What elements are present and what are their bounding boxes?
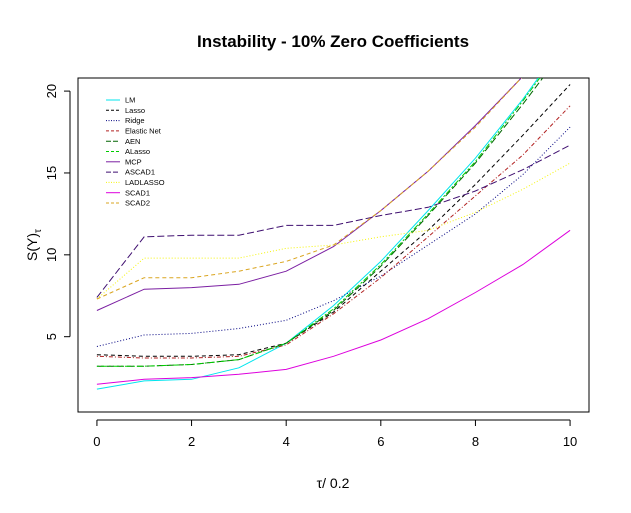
series-line bbox=[96, 78, 522, 311]
legend-label: Lasso bbox=[125, 106, 145, 115]
x-tick-label: 4 bbox=[283, 434, 290, 449]
y-axis-label-main: S(Y) bbox=[24, 233, 40, 261]
series-line bbox=[96, 78, 544, 367]
x-tick-label: 0 bbox=[93, 434, 100, 449]
series-line bbox=[96, 105, 571, 359]
y-axis: 5 10 15 20 bbox=[44, 84, 71, 340]
legend-label: ASCAD1 bbox=[125, 168, 155, 177]
y-axis-label-sub: τ bbox=[33, 229, 44, 233]
x-tick-label: 10 bbox=[563, 434, 577, 449]
series-mcp bbox=[96, 78, 522, 311]
series-ascad1 bbox=[96, 144, 571, 298]
x-tick-label: 2 bbox=[188, 434, 195, 449]
legend-label: Elastic Net bbox=[125, 127, 162, 136]
series-alasso bbox=[96, 78, 541, 367]
legend-label: Ridge bbox=[125, 116, 145, 125]
y-tick-label: 20 bbox=[44, 84, 59, 98]
series-elastic-net bbox=[96, 105, 571, 359]
legend-label: AEN bbox=[125, 137, 140, 146]
series-line bbox=[96, 229, 571, 385]
legend-label: ALasso bbox=[125, 147, 150, 156]
series-line bbox=[96, 78, 539, 390]
y-tick-label: 5 bbox=[44, 333, 59, 340]
legend-label: LM bbox=[125, 96, 135, 105]
series-scad1 bbox=[96, 229, 571, 385]
series-line bbox=[96, 84, 571, 357]
chart-title: Instability - 10% Zero Coefficients bbox=[197, 32, 469, 51]
y-axis-label: S(Y)τ bbox=[24, 229, 44, 261]
series-group bbox=[96, 78, 571, 390]
series-scad2 bbox=[96, 78, 522, 300]
series-ladlasso bbox=[96, 162, 571, 300]
plot-frame bbox=[77, 77, 590, 413]
series-line bbox=[96, 144, 571, 298]
legend-label: SCAD2 bbox=[125, 199, 150, 208]
x-axis-label: τ/ 0.2 bbox=[317, 475, 350, 491]
legend-label: MCP bbox=[125, 157, 142, 166]
series-line bbox=[96, 126, 571, 347]
series-lasso bbox=[96, 84, 571, 357]
legend-label: SCAD1 bbox=[125, 188, 150, 197]
series-aen bbox=[96, 78, 544, 367]
x-tick-label: 8 bbox=[472, 434, 479, 449]
legend-label: LADLASSO bbox=[125, 178, 165, 187]
y-tick-label: 15 bbox=[44, 166, 59, 180]
series-lm bbox=[96, 78, 539, 390]
series-ridge bbox=[96, 126, 571, 347]
x-axis: 0 2 4 6 8 10 bbox=[93, 419, 577, 449]
series-line bbox=[96, 78, 522, 300]
series-line bbox=[96, 78, 541, 367]
y-tick-label: 10 bbox=[44, 248, 59, 262]
x-tick-label: 6 bbox=[377, 434, 384, 449]
